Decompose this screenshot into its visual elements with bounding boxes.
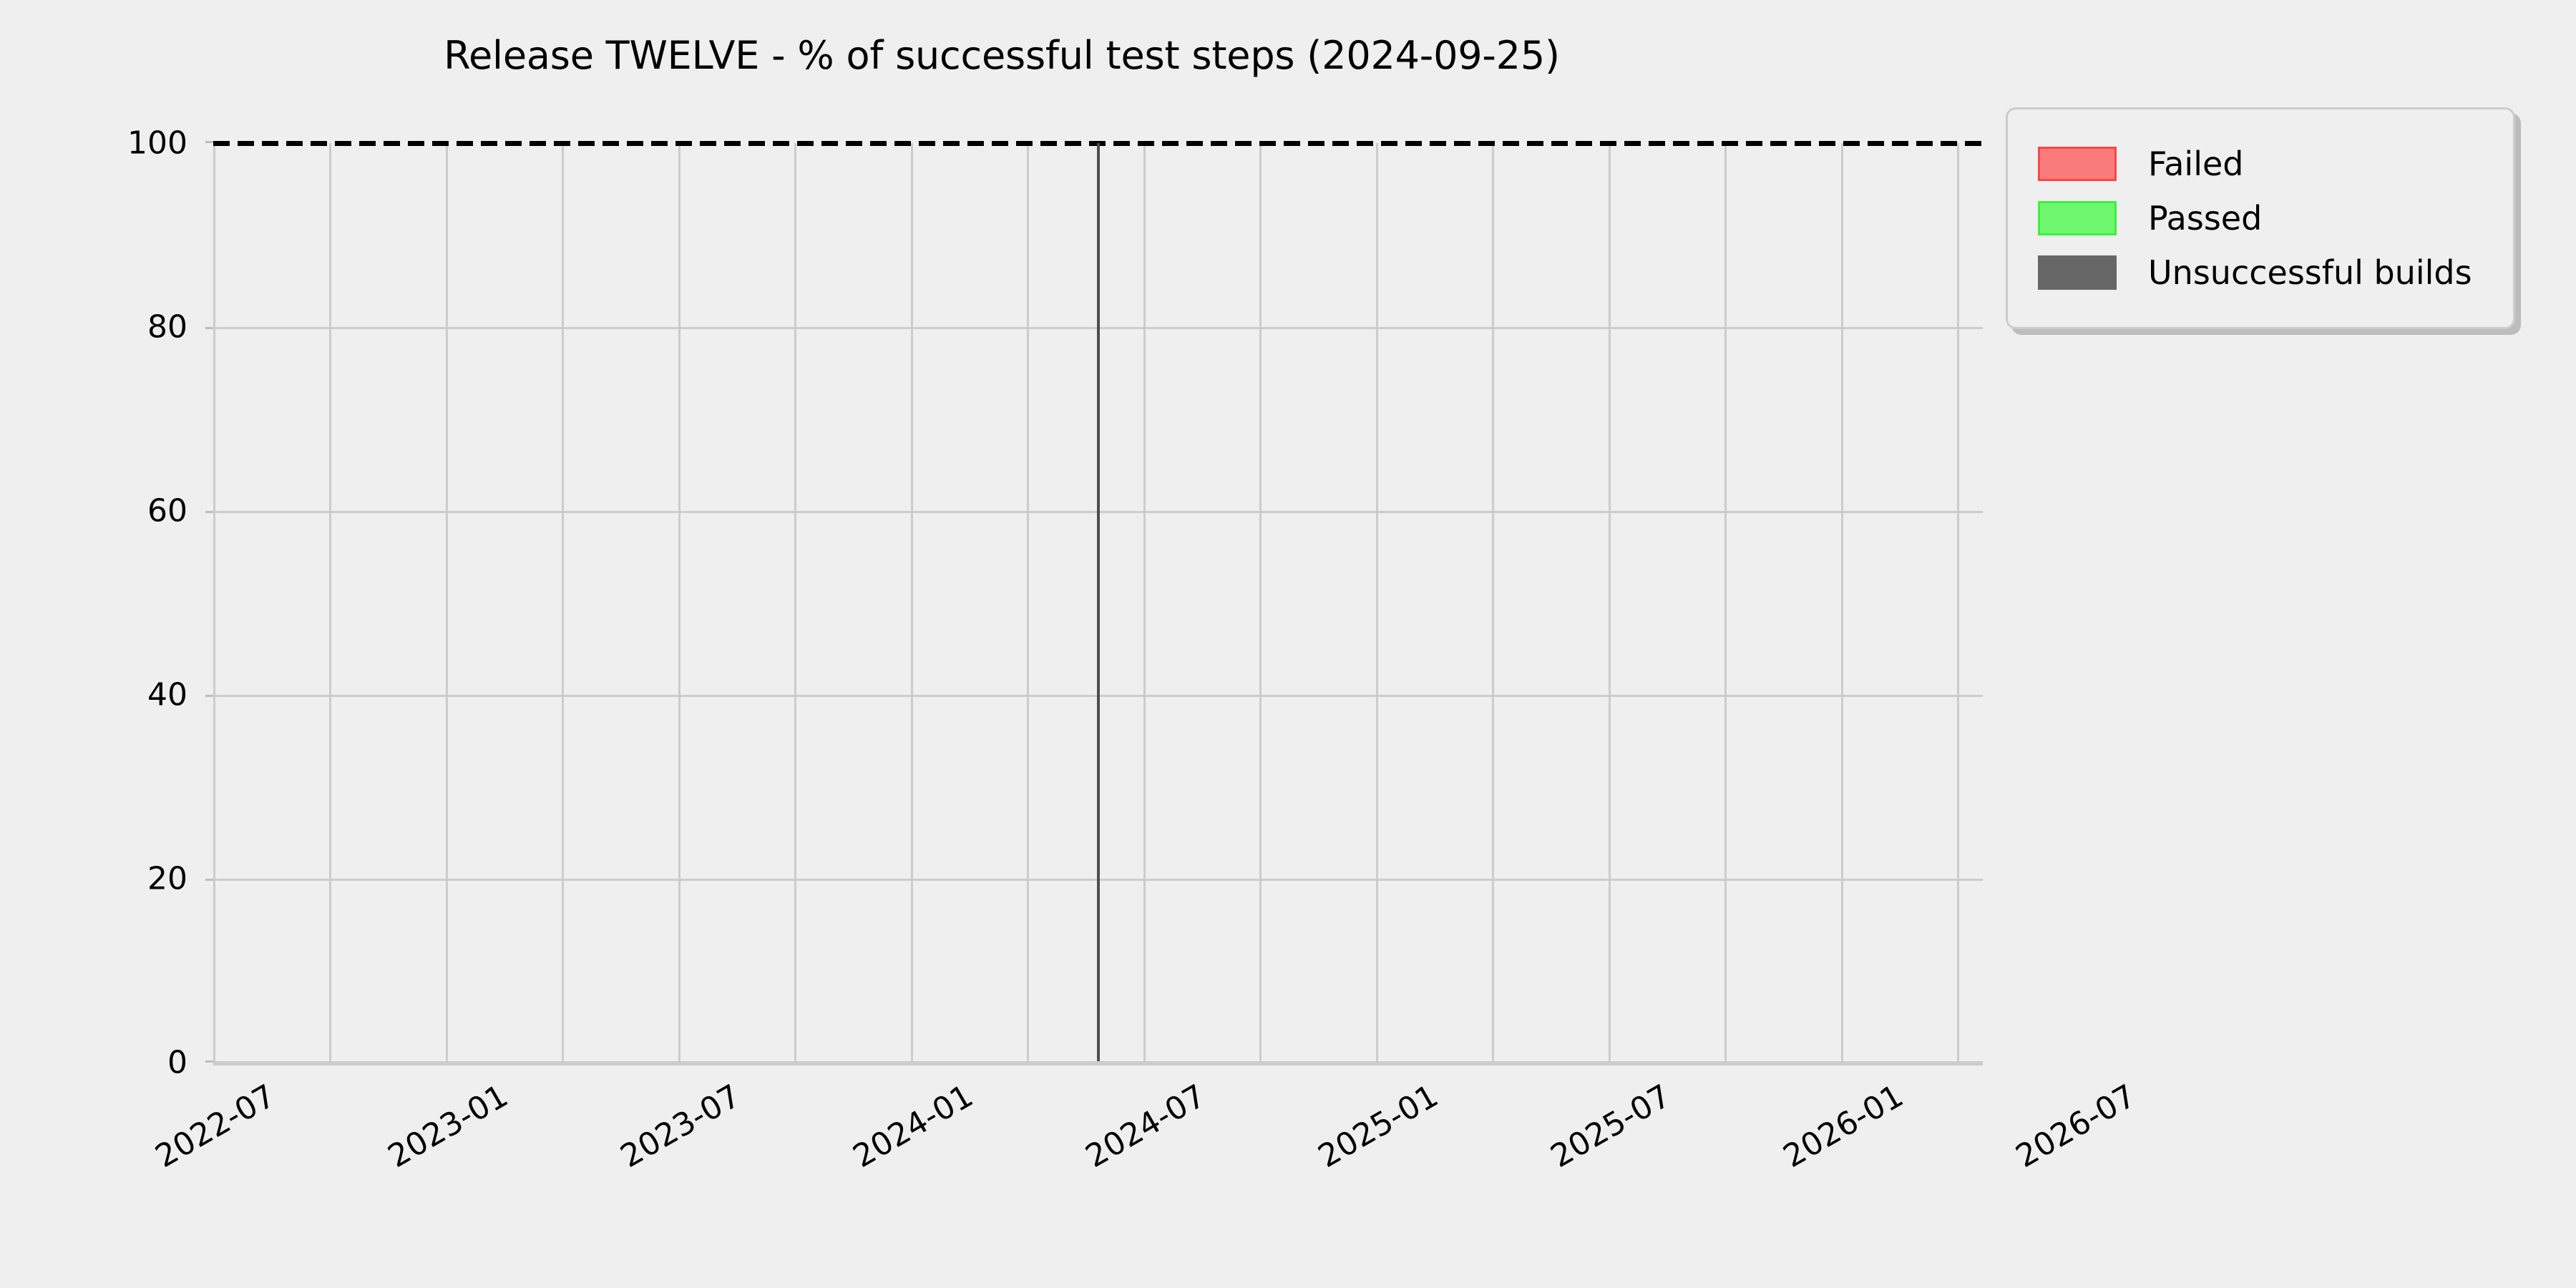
legend-swatch-passed-icon — [2038, 201, 2117, 235]
legend-entry-failed[interactable]: Failed — [2008, 137, 2513, 191]
legend-entry-passed[interactable]: Passed — [2008, 191, 2513, 245]
tick-y-60 — [205, 511, 213, 513]
gridline-x-2024-04 — [1027, 143, 1029, 1063]
x-tick-label-2026-01: 2026-01 — [1777, 1078, 1910, 1176]
y-tick-label-100: 100 — [127, 125, 187, 162]
gridline-x-2023-07 — [678, 143, 680, 1063]
unsuccessful-build-marker-line — [1097, 143, 1100, 1063]
gridline-x-2025-04 — [1492, 143, 1494, 1063]
legend-label-failed: Failed — [2148, 145, 2244, 183]
x-tick-label-2022-07: 2022-07 — [149, 1078, 282, 1176]
gridline-x-2022-07 — [213, 143, 215, 1063]
chart-title: Release TWELVE - % of successful test st… — [444, 33, 1560, 78]
chart-legend: Failed Passed Unsuccessful builds — [2006, 107, 2515, 329]
tick-y-80 — [205, 327, 213, 329]
x-tick-label-2023-01: 2023-01 — [381, 1078, 514, 1176]
gridline-x-2024-10 — [1259, 143, 1262, 1063]
gridline-x-2024-07 — [1143, 143, 1146, 1063]
y-tick-label-0: 0 — [167, 1044, 187, 1081]
gridline-x-2022-10 — [329, 143, 331, 1063]
legend-label-passed: Passed — [2148, 199, 2263, 238]
gridline-x-2023-01 — [446, 143, 448, 1063]
y-tick-label-80: 80 — [147, 308, 187, 346]
x-tick-label-2025-01: 2025-01 — [1312, 1078, 1445, 1176]
gridline-x-2023-10 — [794, 143, 796, 1063]
y-tick-label-20: 20 — [147, 860, 187, 897]
x-tick-label-2025-07: 2025-07 — [1544, 1078, 1677, 1176]
gridline-x-2025-10 — [1724, 143, 1727, 1063]
tick-y-40 — [205, 695, 213, 697]
legend-label-unsuccessful-builds: Unsuccessful builds — [2148, 253, 2472, 292]
gridline-x-2026-04 — [1957, 143, 1959, 1063]
x-axis-tick-labels: 2022-07 2023-01 2023-07 2024-01 2024-07 … — [150, 1078, 2142, 1278]
x-tick-label-2024-07: 2024-07 — [1079, 1078, 1212, 1176]
legend-swatch-unsuccessful-builds-icon — [2038, 255, 2117, 290]
tick-y-20 — [205, 879, 213, 881]
gridline-x-2025-01 — [1376, 143, 1378, 1063]
x-axis-spine — [213, 1061, 1983, 1065]
x-tick-label-2023-07: 2023-07 — [614, 1078, 747, 1176]
plot-area — [205, 141, 1983, 1063]
x-tick-label-2026-07: 2026-07 — [2009, 1078, 2142, 1176]
y-axis-tick-labels: 0 20 40 60 80 100 — [0, 125, 187, 1081]
tick-y-100 — [205, 141, 213, 143]
gridline-x-2023-04 — [562, 143, 564, 1063]
gridline-x-2026-01 — [1841, 143, 1843, 1063]
y-tick-label-40: 40 — [147, 676, 187, 713]
gridline-x-2024-01 — [911, 143, 913, 1063]
gridline-x-2025-07 — [1609, 143, 1611, 1063]
legend-swatch-failed-icon — [2038, 147, 2117, 181]
tick-y-0 — [205, 1060, 213, 1063]
legend-entry-unsuccessful-builds[interactable]: Unsuccessful builds — [2008, 245, 2513, 300]
y-tick-label-60: 60 — [147, 492, 187, 530]
x-tick-label-2024-01: 2024-01 — [847, 1078, 980, 1176]
